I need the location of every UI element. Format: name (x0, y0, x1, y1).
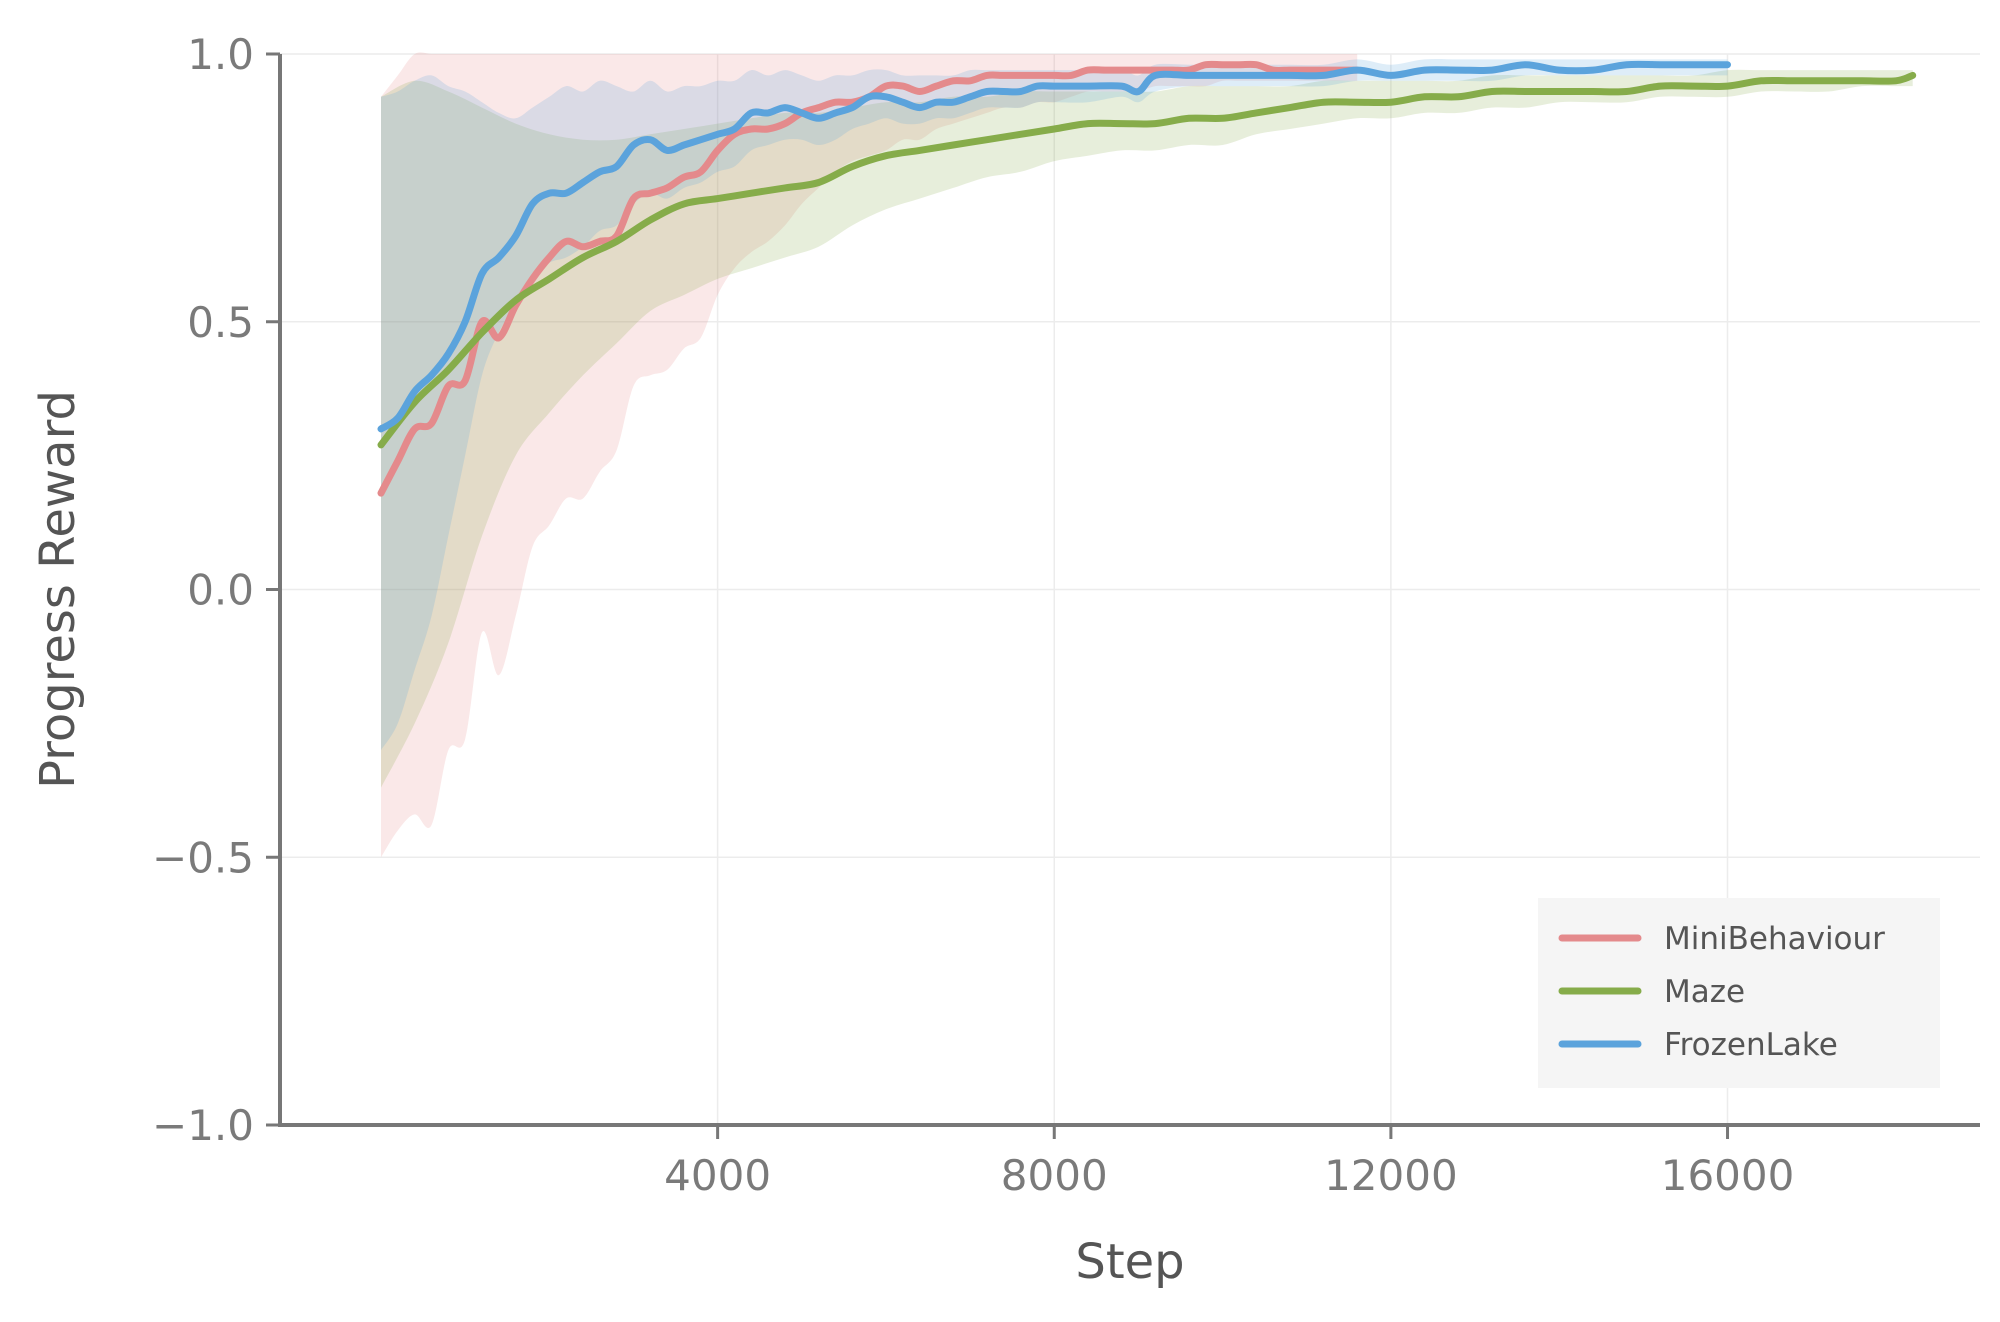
x-tick-label: 16000 (1661, 1151, 1795, 1200)
x-tick-label: 4000 (664, 1151, 771, 1200)
line-frozenlake (377, 60, 1731, 433)
series-lines (377, 60, 1917, 497)
legend: MiniBehaviour Maze FrozenLake (1538, 898, 1940, 1088)
band-frozenlake (381, 59, 1728, 751)
y-ticks: −1.0 −0.5 0.0 0.5 1.0 (152, 30, 280, 1150)
x-tick-label: 8000 (1001, 1151, 1108, 1200)
y-tick-label: 0.5 (187, 298, 254, 347)
band-maze (381, 69, 1913, 788)
legend-label-maze: Maze (1664, 974, 1745, 1010)
x-tick-label: 12000 (1324, 1151, 1458, 1200)
y-tick-label: 1.0 (187, 30, 254, 79)
y-axis-title: Progress Reward (30, 390, 86, 789)
band-minibehaviour (381, 52, 1358, 858)
y-tick-label: 0.0 (187, 566, 254, 615)
legend-label-minibehaviour: MiniBehaviour (1664, 921, 1885, 957)
y-tick-label: −1.0 (152, 1101, 254, 1150)
legend-label-frozenlake: FrozenLake (1664, 1027, 1838, 1063)
confidence-bands (381, 52, 1913, 858)
x-axis-title: Step (1075, 1234, 1184, 1290)
line-maze (377, 71, 1917, 449)
y-tick-label: −0.5 (152, 833, 254, 882)
x-ticks: 4000 8000 12000 16000 (664, 1125, 1794, 1200)
